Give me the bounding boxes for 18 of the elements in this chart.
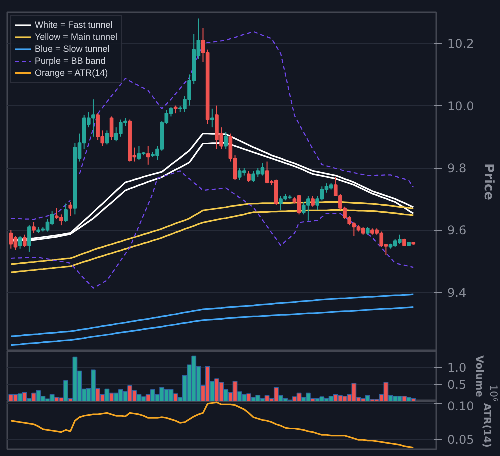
- y-tick-label: 9.8: [448, 162, 467, 176]
- y-tick-label: 9.4: [448, 286, 467, 300]
- text: Orange = ATR(14): [35, 68, 108, 78]
- y-tick-label: 1.0: [448, 360, 467, 375]
- y-axis-title: Price: [481, 164, 496, 201]
- y-tick-label: 10.0: [448, 99, 474, 114]
- legend-label: White = Fast tunnel: [35, 20, 113, 30]
- y-tick-label: 10.2: [448, 37, 474, 52]
- y-tick-label: 0.5: [448, 378, 467, 392]
- legend-label: Purple = BB band: [35, 56, 106, 66]
- legend-label: Blue = Slow tunnel: [35, 44, 110, 54]
- y-axis-title: Volume: [474, 356, 485, 398]
- y-tick-label: 0.10: [448, 400, 474, 414]
- y-tick-label: 9.6: [448, 224, 467, 238]
- legend-label: Yellow = Main tunnel: [35, 32, 118, 42]
- y-tick-label: 0.05: [448, 432, 474, 447]
- y-axis-title: ATR(14): [481, 403, 492, 448]
- text: 10⁶: [488, 384, 498, 402]
